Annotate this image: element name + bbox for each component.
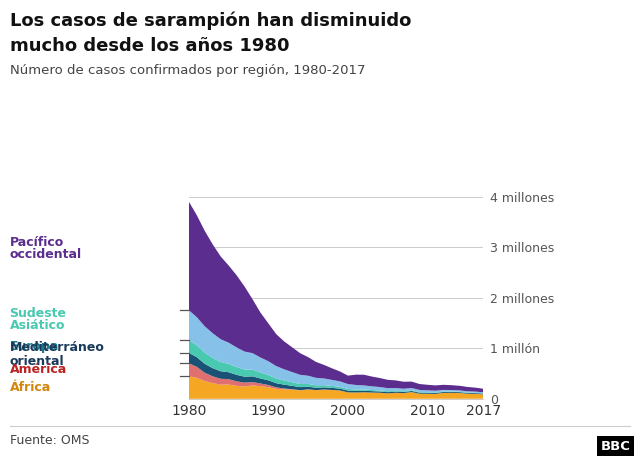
Text: Asiático: Asiático <box>10 319 65 332</box>
Text: América: América <box>10 363 67 376</box>
Text: Pacífico: Pacífico <box>10 236 64 248</box>
Text: Los casos de sarampión han disminuido: Los casos de sarampión han disminuido <box>10 12 411 30</box>
Text: Europa: Europa <box>10 340 59 353</box>
Text: occidental: occidental <box>10 248 82 261</box>
Text: Fuente: OMS: Fuente: OMS <box>10 434 89 447</box>
Text: Sudeste: Sudeste <box>10 307 67 320</box>
Text: Mediterráneo: Mediterráneo <box>10 342 104 355</box>
Text: mucho desde los años 1980: mucho desde los años 1980 <box>10 37 289 55</box>
Text: oriental: oriental <box>10 355 64 368</box>
Text: Número de casos confirmados por región, 1980-2017: Número de casos confirmados por región, … <box>10 64 365 77</box>
Text: África: África <box>10 381 51 394</box>
Text: BBC: BBC <box>600 440 630 453</box>
